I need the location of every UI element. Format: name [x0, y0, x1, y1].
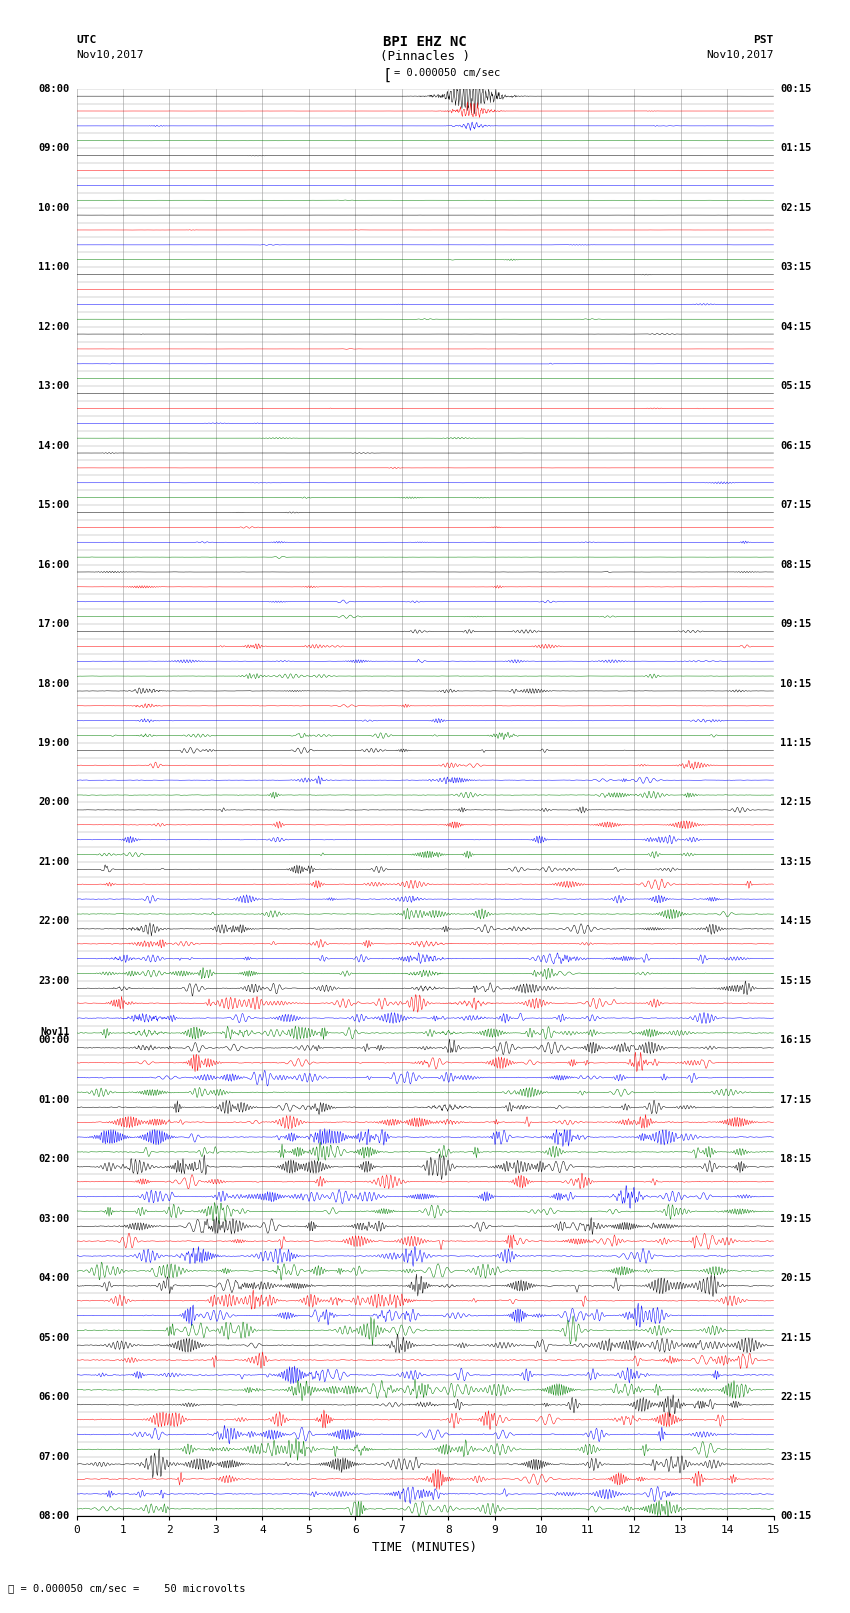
Text: 07:15: 07:15 — [780, 500, 812, 510]
Text: 02:00: 02:00 — [38, 1155, 70, 1165]
Text: UTC: UTC — [76, 35, 97, 45]
Text: 11:15: 11:15 — [780, 739, 812, 748]
Text: 20:00: 20:00 — [38, 797, 70, 808]
Text: ⎹ = 0.000050 cm/sec =    50 microvolts: ⎹ = 0.000050 cm/sec = 50 microvolts — [8, 1584, 246, 1594]
Text: 13:00: 13:00 — [38, 381, 70, 390]
Text: 20:15: 20:15 — [780, 1273, 812, 1284]
Text: Nov10,2017: Nov10,2017 — [76, 50, 144, 60]
Text: 00:15: 00:15 — [780, 84, 812, 94]
Text: 16:00: 16:00 — [38, 560, 70, 569]
Text: 11:00: 11:00 — [38, 263, 70, 273]
Text: [: [ — [382, 68, 391, 82]
Text: 08:00: 08:00 — [38, 84, 70, 94]
Text: 05:00: 05:00 — [38, 1332, 70, 1342]
Text: 03:15: 03:15 — [780, 263, 812, 273]
Text: 19:15: 19:15 — [780, 1215, 812, 1224]
Text: (Pinnacles ): (Pinnacles ) — [380, 50, 470, 63]
Text: 14:00: 14:00 — [38, 440, 70, 450]
Text: Nov10,2017: Nov10,2017 — [706, 50, 774, 60]
Text: 16:15: 16:15 — [780, 1036, 812, 1045]
Text: 23:15: 23:15 — [780, 1452, 812, 1461]
Text: 21:15: 21:15 — [780, 1332, 812, 1342]
Text: 12:15: 12:15 — [780, 797, 812, 808]
Text: 09:15: 09:15 — [780, 619, 812, 629]
Text: 06:00: 06:00 — [38, 1392, 70, 1402]
Text: 01:00: 01:00 — [38, 1095, 70, 1105]
Text: 14:15: 14:15 — [780, 916, 812, 926]
Text: 18:15: 18:15 — [780, 1155, 812, 1165]
Text: 08:15: 08:15 — [780, 560, 812, 569]
Text: 08:00: 08:00 — [38, 1511, 70, 1521]
Text: 15:15: 15:15 — [780, 976, 812, 986]
Text: 22:15: 22:15 — [780, 1392, 812, 1402]
Text: 04:00: 04:00 — [38, 1273, 70, 1284]
Text: 17:00: 17:00 — [38, 619, 70, 629]
Text: 10:15: 10:15 — [780, 679, 812, 689]
Text: 07:00: 07:00 — [38, 1452, 70, 1461]
Text: 00:00: 00:00 — [38, 1036, 70, 1045]
Text: PST: PST — [753, 35, 774, 45]
Text: 21:00: 21:00 — [38, 857, 70, 866]
Text: 01:15: 01:15 — [780, 144, 812, 153]
Text: BPI EHZ NC: BPI EHZ NC — [383, 35, 467, 50]
Text: 22:00: 22:00 — [38, 916, 70, 926]
Text: 04:15: 04:15 — [780, 321, 812, 332]
Text: 13:15: 13:15 — [780, 857, 812, 866]
Text: 06:15: 06:15 — [780, 440, 812, 450]
Text: 23:00: 23:00 — [38, 976, 70, 986]
Text: 15:00: 15:00 — [38, 500, 70, 510]
X-axis label: TIME (MINUTES): TIME (MINUTES) — [372, 1540, 478, 1553]
Text: Nov11: Nov11 — [40, 1027, 70, 1037]
Text: 05:15: 05:15 — [780, 381, 812, 390]
Text: 12:00: 12:00 — [38, 321, 70, 332]
Text: 18:00: 18:00 — [38, 679, 70, 689]
Text: 09:00: 09:00 — [38, 144, 70, 153]
Text: 02:15: 02:15 — [780, 203, 812, 213]
Text: 19:00: 19:00 — [38, 739, 70, 748]
Text: 10:00: 10:00 — [38, 203, 70, 213]
Text: 03:00: 03:00 — [38, 1215, 70, 1224]
Text: = 0.000050 cm/sec: = 0.000050 cm/sec — [394, 68, 500, 77]
Text: 17:15: 17:15 — [780, 1095, 812, 1105]
Text: 00:15: 00:15 — [780, 1511, 812, 1521]
